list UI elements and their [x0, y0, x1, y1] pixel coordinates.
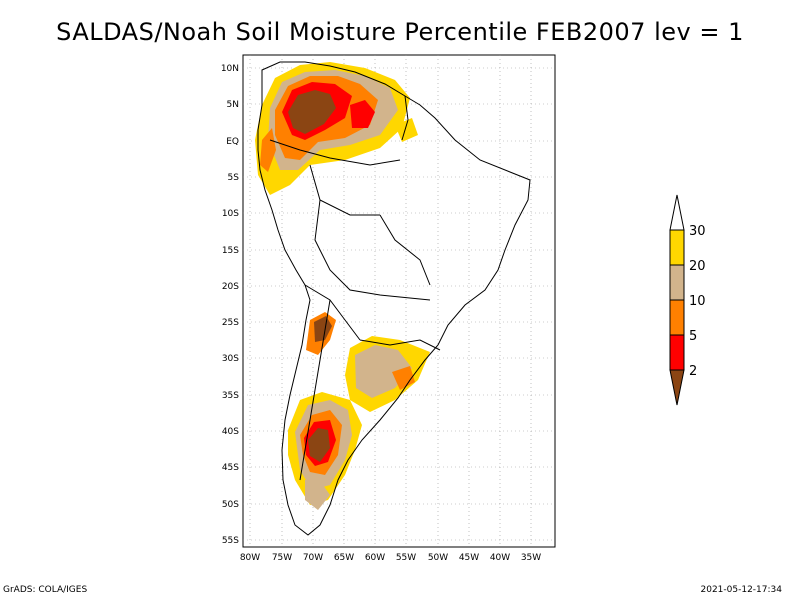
lon-tick: 65W	[334, 553, 354, 563]
colorbar-segment	[669, 299, 685, 336]
lat-tick: 20S	[222, 282, 239, 292]
lon-tick: 60W	[365, 553, 385, 563]
lon-tick: 80W	[240, 553, 260, 563]
lon-tick: 55W	[396, 553, 416, 563]
lon-tick: 35W	[521, 553, 541, 563]
lat-tick: 25S	[222, 318, 239, 328]
lat-tick: 35S	[222, 391, 239, 401]
colorbar-segment	[669, 334, 685, 371]
colorbar-label: 20	[689, 259, 706, 274]
map-frame	[242, 54, 556, 548]
lon-tick: 70W	[303, 553, 323, 563]
lat-tick: 10N	[221, 64, 239, 74]
longitude-ticks: 80W 75W 70W 65W 60W 55W 50W 45W 40W 35W	[240, 553, 541, 563]
lat-tick: EQ	[226, 137, 239, 147]
lon-tick: 45W	[459, 553, 479, 563]
lon-tick: 50W	[428, 553, 448, 563]
lat-tick: 5S	[228, 173, 240, 183]
lat-tick: 10S	[222, 209, 239, 219]
map-title: SALDAS/Noah Soil Moisture Percentile FEB…	[56, 18, 744, 46]
colorbar-label: 2	[689, 364, 697, 379]
latitude-ticks: 10N 5N EQ 5S 10S 15S 20S 25S 30S 35S 40S…	[221, 64, 239, 546]
colorbar-segment	[669, 229, 685, 266]
percentile-fields	[255, 62, 430, 510]
lat-tick: 40S	[222, 427, 239, 437]
lat-tick: 55S	[222, 536, 239, 546]
colorbar-label: 10	[689, 294, 706, 309]
colorbar-bottom-arrow	[669, 369, 685, 406]
lon-tick: 40W	[490, 553, 510, 563]
lat-tick: 50S	[222, 500, 239, 510]
colorbar-label: 5	[689, 329, 697, 344]
footer-credit: GrADS: COLA/IGES	[3, 585, 88, 595]
colorbar-segment	[669, 264, 685, 301]
coastlines	[257, 61, 531, 536]
colorbar-top-arrow	[669, 194, 685, 231]
colorbar: 2 5 10 20 30	[669, 194, 706, 406]
colorbar-label: 30	[689, 224, 706, 239]
lat-tick: 15S	[222, 246, 239, 256]
footer-timestamp: 2021-05-12-17:34	[700, 585, 783, 595]
lat-tick: 5N	[227, 100, 239, 110]
lat-tick: 30S	[222, 354, 239, 364]
lat-tick: 45S	[222, 463, 239, 473]
lon-tick: 75W	[272, 553, 292, 563]
